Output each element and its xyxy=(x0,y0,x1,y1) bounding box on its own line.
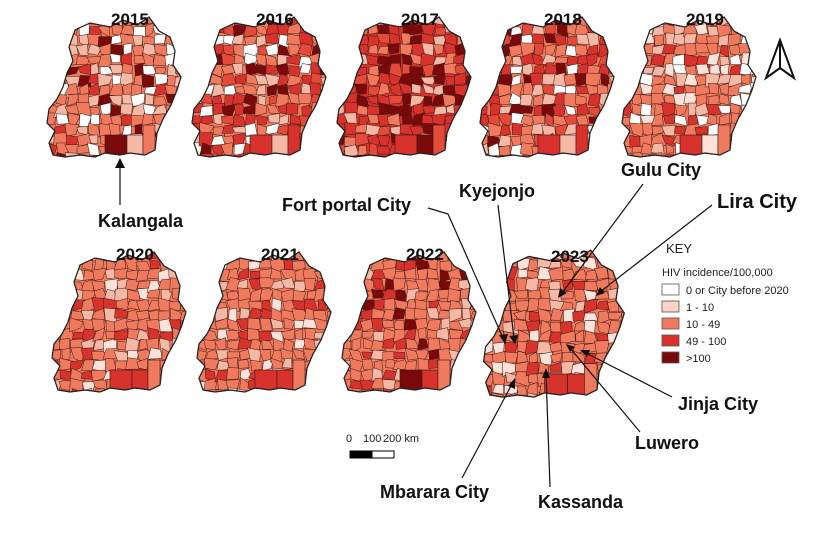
annotation-luwero: Luwero xyxy=(566,344,699,453)
map-2017 xyxy=(336,16,472,158)
annotation-kalangala: Kalangala xyxy=(98,158,184,231)
scale-bar: 0 100 200 km xyxy=(346,433,419,459)
map-2021 xyxy=(196,251,332,393)
year-label-2019: 2019 xyxy=(686,10,724,29)
legend-label-3: 49 - 100 xyxy=(686,336,726,348)
map-2023 xyxy=(482,249,625,398)
annotation-mbarara: Mbarara City xyxy=(380,378,515,502)
scale-label-0: 0 xyxy=(346,433,352,445)
year-label-2018: 2018 xyxy=(544,10,582,29)
year-label-2015: 2015 xyxy=(111,10,149,29)
year-label-2021: 2021 xyxy=(261,245,299,264)
legend: KEY HIV incidence/100,000 0 or City befo… xyxy=(661,241,789,365)
legend-label-2: 10 - 49 xyxy=(686,319,720,331)
year-label-2023: 2023 xyxy=(551,247,589,266)
label-fort-portal: Fort portal City xyxy=(282,195,411,215)
legend-swatch-1 xyxy=(661,300,680,313)
legend-label-0: 0 or City before 2020 xyxy=(686,285,789,297)
label-gulu: Gulu City xyxy=(621,160,701,180)
legend-title: KEY xyxy=(666,241,692,256)
legend-label-1: 1 - 10 xyxy=(686,302,714,314)
map-2015 xyxy=(46,16,182,158)
legend-subtitle: HIV incidence/100,000 xyxy=(662,267,773,279)
legend-swatch-4 xyxy=(661,351,680,364)
label-mbarara: Mbarara City xyxy=(380,482,489,502)
year-label-2022: 2022 xyxy=(406,245,444,264)
annotation-lira: Lira City xyxy=(596,191,798,296)
annotation-kyejonjo: Kyejonjo xyxy=(459,181,535,344)
legend-label-4: >100 xyxy=(686,353,711,365)
year-label-2020: 2020 xyxy=(116,245,154,264)
map-2019 xyxy=(621,16,757,158)
scale-label-100: 100 xyxy=(363,433,381,445)
annotation-fort-portal: Fort portal City xyxy=(282,195,508,344)
label-jinja: Jinja City xyxy=(678,394,758,414)
label-luwero: Luwero xyxy=(635,433,699,453)
label-kassanda: Kassanda xyxy=(538,492,624,512)
map-2018 xyxy=(479,16,615,158)
label-kyejonjo: Kyejonjo xyxy=(459,181,535,201)
map-2016 xyxy=(191,16,327,158)
legend-swatch-3 xyxy=(661,334,680,347)
annotation-jinja: Jinja City xyxy=(580,350,758,414)
annotation-gulu: Gulu City xyxy=(558,160,701,298)
map-2020 xyxy=(51,251,187,393)
legend-swatch-0 xyxy=(661,283,680,296)
scale-label-200: 200 km xyxy=(383,433,419,445)
label-lira: Lira City xyxy=(717,191,798,213)
label-kalangala: Kalangala xyxy=(98,211,184,231)
year-label-2016: 2016 xyxy=(256,10,294,29)
north-arrow-icon xyxy=(763,37,797,81)
legend-swatch-2 xyxy=(661,317,680,330)
annotation-kassanda: Kassanda xyxy=(538,368,624,512)
map-2022 xyxy=(341,251,477,393)
year-label-2017: 2017 xyxy=(401,10,439,29)
